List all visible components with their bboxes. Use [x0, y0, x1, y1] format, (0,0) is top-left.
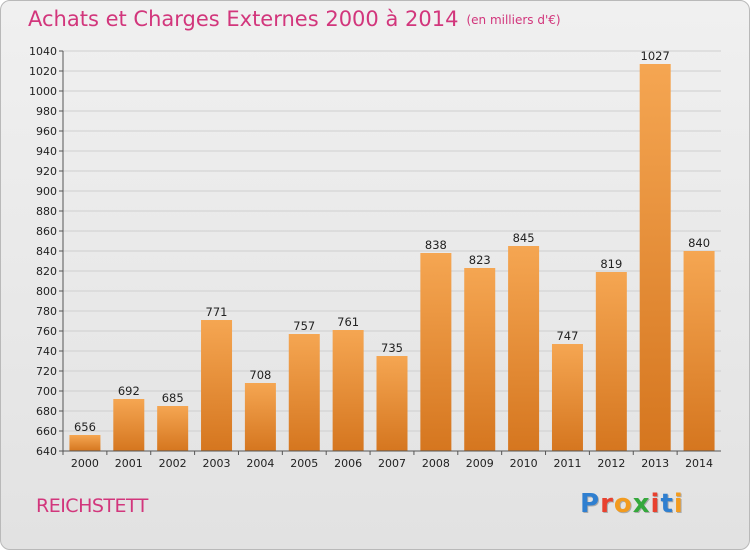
- y-axis-ticks: 640 660 680 700 720 740 760 780 800 820 840 860 880 9…: [29, 45, 63, 458]
- x-tick-label: 2008: [422, 457, 450, 470]
- logo-letter: t: [660, 489, 674, 519]
- x-axis-ticks: 2000 2001 2002 2003 2004 2005 2006 2007 2008 2009…: [62, 451, 713, 470]
- data-label: 692: [118, 384, 140, 398]
- x-tick-label: 2011: [553, 457, 581, 470]
- logo-letter: P: [580, 489, 601, 519]
- data-label: 685: [162, 391, 184, 405]
- y-tick-label: 880: [36, 205, 57, 218]
- data-label: 845: [513, 231, 535, 245]
- axes: [62, 51, 721, 452]
- y-tick-label: 960: [36, 125, 57, 138]
- bars: [69, 64, 715, 451]
- bar: [464, 268, 496, 451]
- data-label: 761: [337, 315, 359, 329]
- logo-letter: x: [632, 489, 651, 519]
- y-tick-label: 900: [36, 185, 57, 198]
- logo-letter: r: [600, 489, 614, 519]
- y-tick-label: 800: [36, 285, 57, 298]
- x-tick-label: 2013: [641, 457, 669, 470]
- y-tick-label: 920: [36, 165, 57, 178]
- x-tick-label: 2007: [378, 457, 406, 470]
- x-tick-label: 2004: [246, 457, 274, 470]
- x-tick-label: 2000: [71, 457, 99, 470]
- bar: [288, 334, 320, 451]
- logo-letter: i: [650, 489, 661, 519]
- x-tick-label: 2005: [290, 457, 318, 470]
- y-tick-label: 860: [36, 225, 57, 238]
- bar: [201, 320, 233, 451]
- bar: [508, 246, 540, 451]
- data-label: 819: [600, 257, 622, 271]
- bar: [157, 406, 189, 451]
- bar: [595, 272, 627, 451]
- logo-letter: i: [673, 489, 684, 519]
- y-tick-label: 760: [36, 325, 57, 338]
- x-tick-label: 2002: [159, 457, 187, 470]
- logo-letter: o: [613, 489, 633, 519]
- x-tick-label: 2012: [597, 457, 625, 470]
- data-labels: 656 692 685 771 708 757 761 735 838 823 845 747 819 1…: [74, 49, 710, 434]
- proxiti-logo: Proxiti: [580, 489, 684, 519]
- data-label: 771: [206, 305, 228, 319]
- y-tick-label: 940: [36, 145, 57, 158]
- bar: [244, 383, 276, 451]
- x-tick-label: 2014: [685, 457, 713, 470]
- data-label: 747: [556, 329, 578, 343]
- bar: [683, 251, 715, 451]
- y-tick-label: 720: [36, 365, 57, 378]
- y-tick-label: 840: [36, 245, 57, 258]
- data-label: 735: [381, 341, 403, 355]
- data-label: 656: [74, 420, 96, 434]
- bar: [376, 356, 408, 451]
- y-tick-label: 680: [36, 405, 57, 418]
- y-tick-label: 700: [36, 385, 57, 398]
- chart-title-text: Achats et Charges Externes 2000 à 2014: [28, 7, 459, 31]
- y-tick-label: 1020: [29, 65, 57, 78]
- x-tick-label: 2006: [334, 457, 362, 470]
- x-tick-label: 2001: [115, 457, 143, 470]
- y-tick-label: 980: [36, 105, 57, 118]
- bar: [332, 330, 364, 451]
- bar: [551, 344, 583, 451]
- x-tick-label: 2010: [510, 457, 538, 470]
- y-tick-label: 1040: [29, 45, 57, 58]
- y-tick-label: 820: [36, 265, 57, 278]
- x-tick-label: 2009: [466, 457, 494, 470]
- y-tick-label: 660: [36, 425, 57, 438]
- bar: [113, 399, 145, 451]
- y-tick-label: 740: [36, 345, 57, 358]
- chart-title-unit: (en milliers d'€): [466, 13, 561, 27]
- bar: [69, 435, 101, 451]
- bar: [639, 64, 671, 451]
- y-tick-label: 1000: [29, 85, 57, 98]
- data-label: 840: [688, 236, 710, 250]
- y-tick-label: 780: [36, 305, 57, 318]
- y-tick-label: 640: [36, 445, 57, 458]
- chart-title: Achats et Charges Externes 2000 à 2014 (e…: [28, 7, 561, 31]
- bar: [420, 253, 452, 451]
- x-tick-label: 2003: [203, 457, 231, 470]
- data-label: 757: [293, 319, 315, 333]
- town-name: REICHSTETT: [36, 495, 148, 517]
- data-label: 1027: [641, 49, 670, 63]
- data-label: 823: [469, 253, 491, 267]
- data-label: 708: [249, 368, 271, 382]
- data-label: 838: [425, 238, 447, 252]
